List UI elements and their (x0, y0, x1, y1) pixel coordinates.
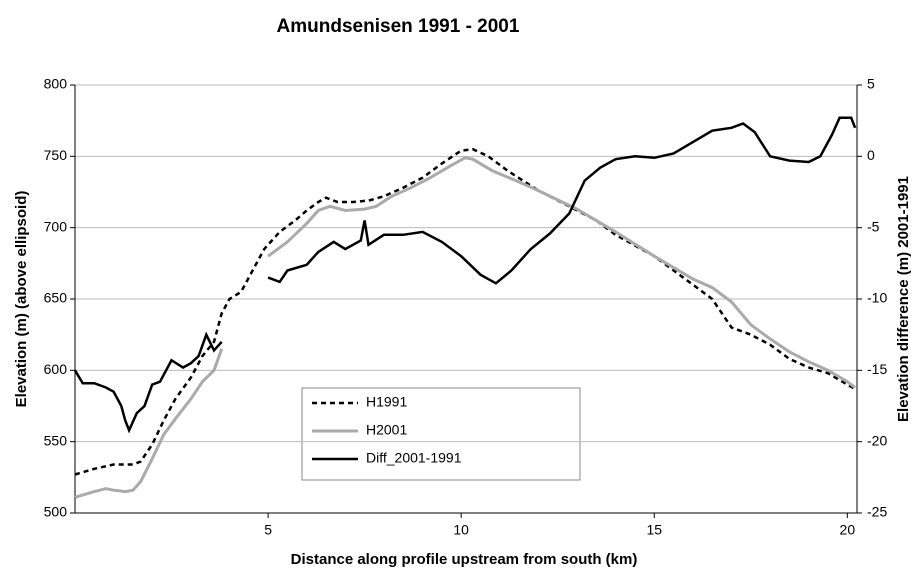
y-tick-label: 700 (44, 218, 68, 234)
legend-label: Diff_2001-1991 (366, 450, 462, 466)
y-tick-label: 550 (44, 432, 68, 448)
y-tick-label: 500 (44, 504, 68, 520)
x-tick-label: 15 (646, 522, 662, 538)
series-line (74, 147, 856, 476)
series-line (74, 156, 856, 499)
x-tick-label: 10 (453, 522, 469, 538)
x-tick-label: 5 (264, 522, 272, 538)
series-line (73, 116, 857, 434)
x-axis-label: Distance along profile upstream from sou… (291, 551, 638, 568)
y-tick-label: 600 (44, 361, 68, 377)
y2-axis-label: Elevation difference (m) 2001-1991 (895, 176, 912, 422)
y2-tick-label: 0 (867, 147, 875, 163)
y2-tick-label: -15 (867, 361, 887, 377)
legend-label: H2001 (366, 422, 407, 438)
y-tick-label: 650 (44, 290, 68, 306)
chart-title: Amundsenisen 1991 - 2001 (277, 16, 520, 37)
y2-tick-label: -10 (867, 290, 887, 306)
y2-tick-label: 5 (867, 76, 875, 92)
y2-tick-label: -20 (867, 432, 887, 448)
y-tick-label: 750 (44, 147, 68, 163)
legend-label: H1991 (366, 394, 407, 410)
x-tick-label: 20 (840, 522, 856, 538)
y2-tick-label: -25 (867, 504, 887, 520)
y-tick-label: 800 (44, 76, 68, 92)
y-axis-label: Elevation (m) (above ellipsoid) (13, 191, 30, 408)
y2-tick-label: -5 (867, 218, 880, 234)
